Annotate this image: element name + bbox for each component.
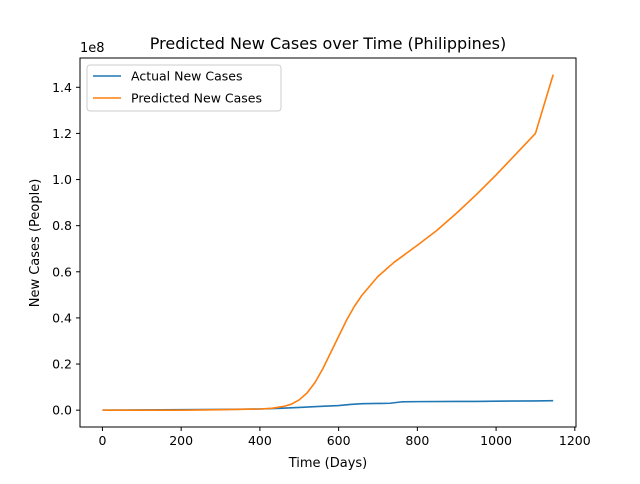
y-tick-label: 0.2	[52, 357, 72, 372]
x-axis-label: Time (Days)	[288, 456, 368, 471]
y-tick-label: 1.0	[52, 172, 72, 187]
y-tick-label: 0.0	[52, 403, 72, 418]
x-tick-label: 600	[327, 433, 351, 448]
x-tick-label: 0	[98, 433, 106, 448]
y-tick-label: 1.2	[52, 126, 72, 141]
x-tick-label: 1200	[559, 433, 591, 448]
axis-ticks: 0 200 400 600 800 1000 1200 0.0 0.2 0.4 0.6 0.8 1.0 1…	[52, 80, 591, 448]
y-tick-label: 1.4	[52, 80, 72, 95]
legend-label: Actual New Cases	[131, 69, 242, 84]
y-tick-label: 0.8	[52, 218, 72, 233]
x-tick-label: 800	[405, 433, 429, 448]
y-tick-label: 0.4	[52, 310, 72, 325]
series-line-1	[102, 74, 554, 411]
legend-box	[86, 64, 282, 112]
y-offset-label: 1e8	[80, 41, 105, 56]
y-tick-label: 0.6	[52, 264, 72, 279]
x-tick-label: 400	[248, 433, 272, 448]
x-tick-label: 1000	[480, 433, 512, 448]
y-axis-label: New Cases (People)	[28, 179, 43, 308]
x-tick-label: 200	[169, 433, 193, 448]
series-lines	[102, 74, 554, 411]
legend-label: Predicted New Cases	[131, 91, 262, 106]
legend: Actual New Cases Predicted New Cases	[86, 64, 282, 112]
chart-title: Predicted New Cases over Time (Philippin…	[150, 34, 506, 53]
plot-frame	[79, 57, 577, 428]
